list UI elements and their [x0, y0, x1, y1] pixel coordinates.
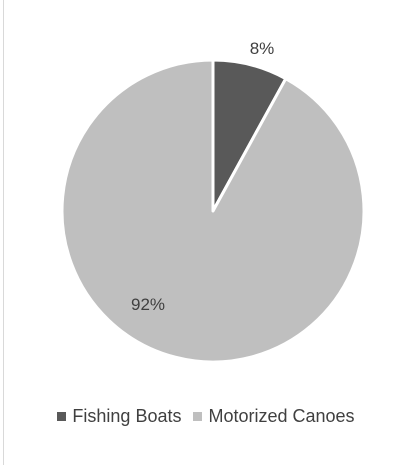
legend-item-fishing-boats: Fishing Boats	[57, 406, 181, 427]
legend-label-fishing-boats: Fishing Boats	[72, 406, 182, 426]
pie-slice-motorized-canoes	[60, 58, 366, 364]
chart-frame-border	[3, 0, 4, 465]
chart-legend: Fishing Boats Motorized Canoes	[0, 406, 412, 427]
legend-item-motorized-canoes: Motorized Canoes	[193, 406, 355, 427]
legend-swatch-fishing-boats	[57, 412, 67, 421]
data-label-motorized-canoes: 92%	[131, 295, 165, 314]
legend-swatch-motorized-canoes	[193, 412, 203, 421]
legend-label-motorized-canoes: Motorized Canoes	[208, 406, 355, 426]
data-label-fishing-boats: 8%	[250, 39, 275, 58]
